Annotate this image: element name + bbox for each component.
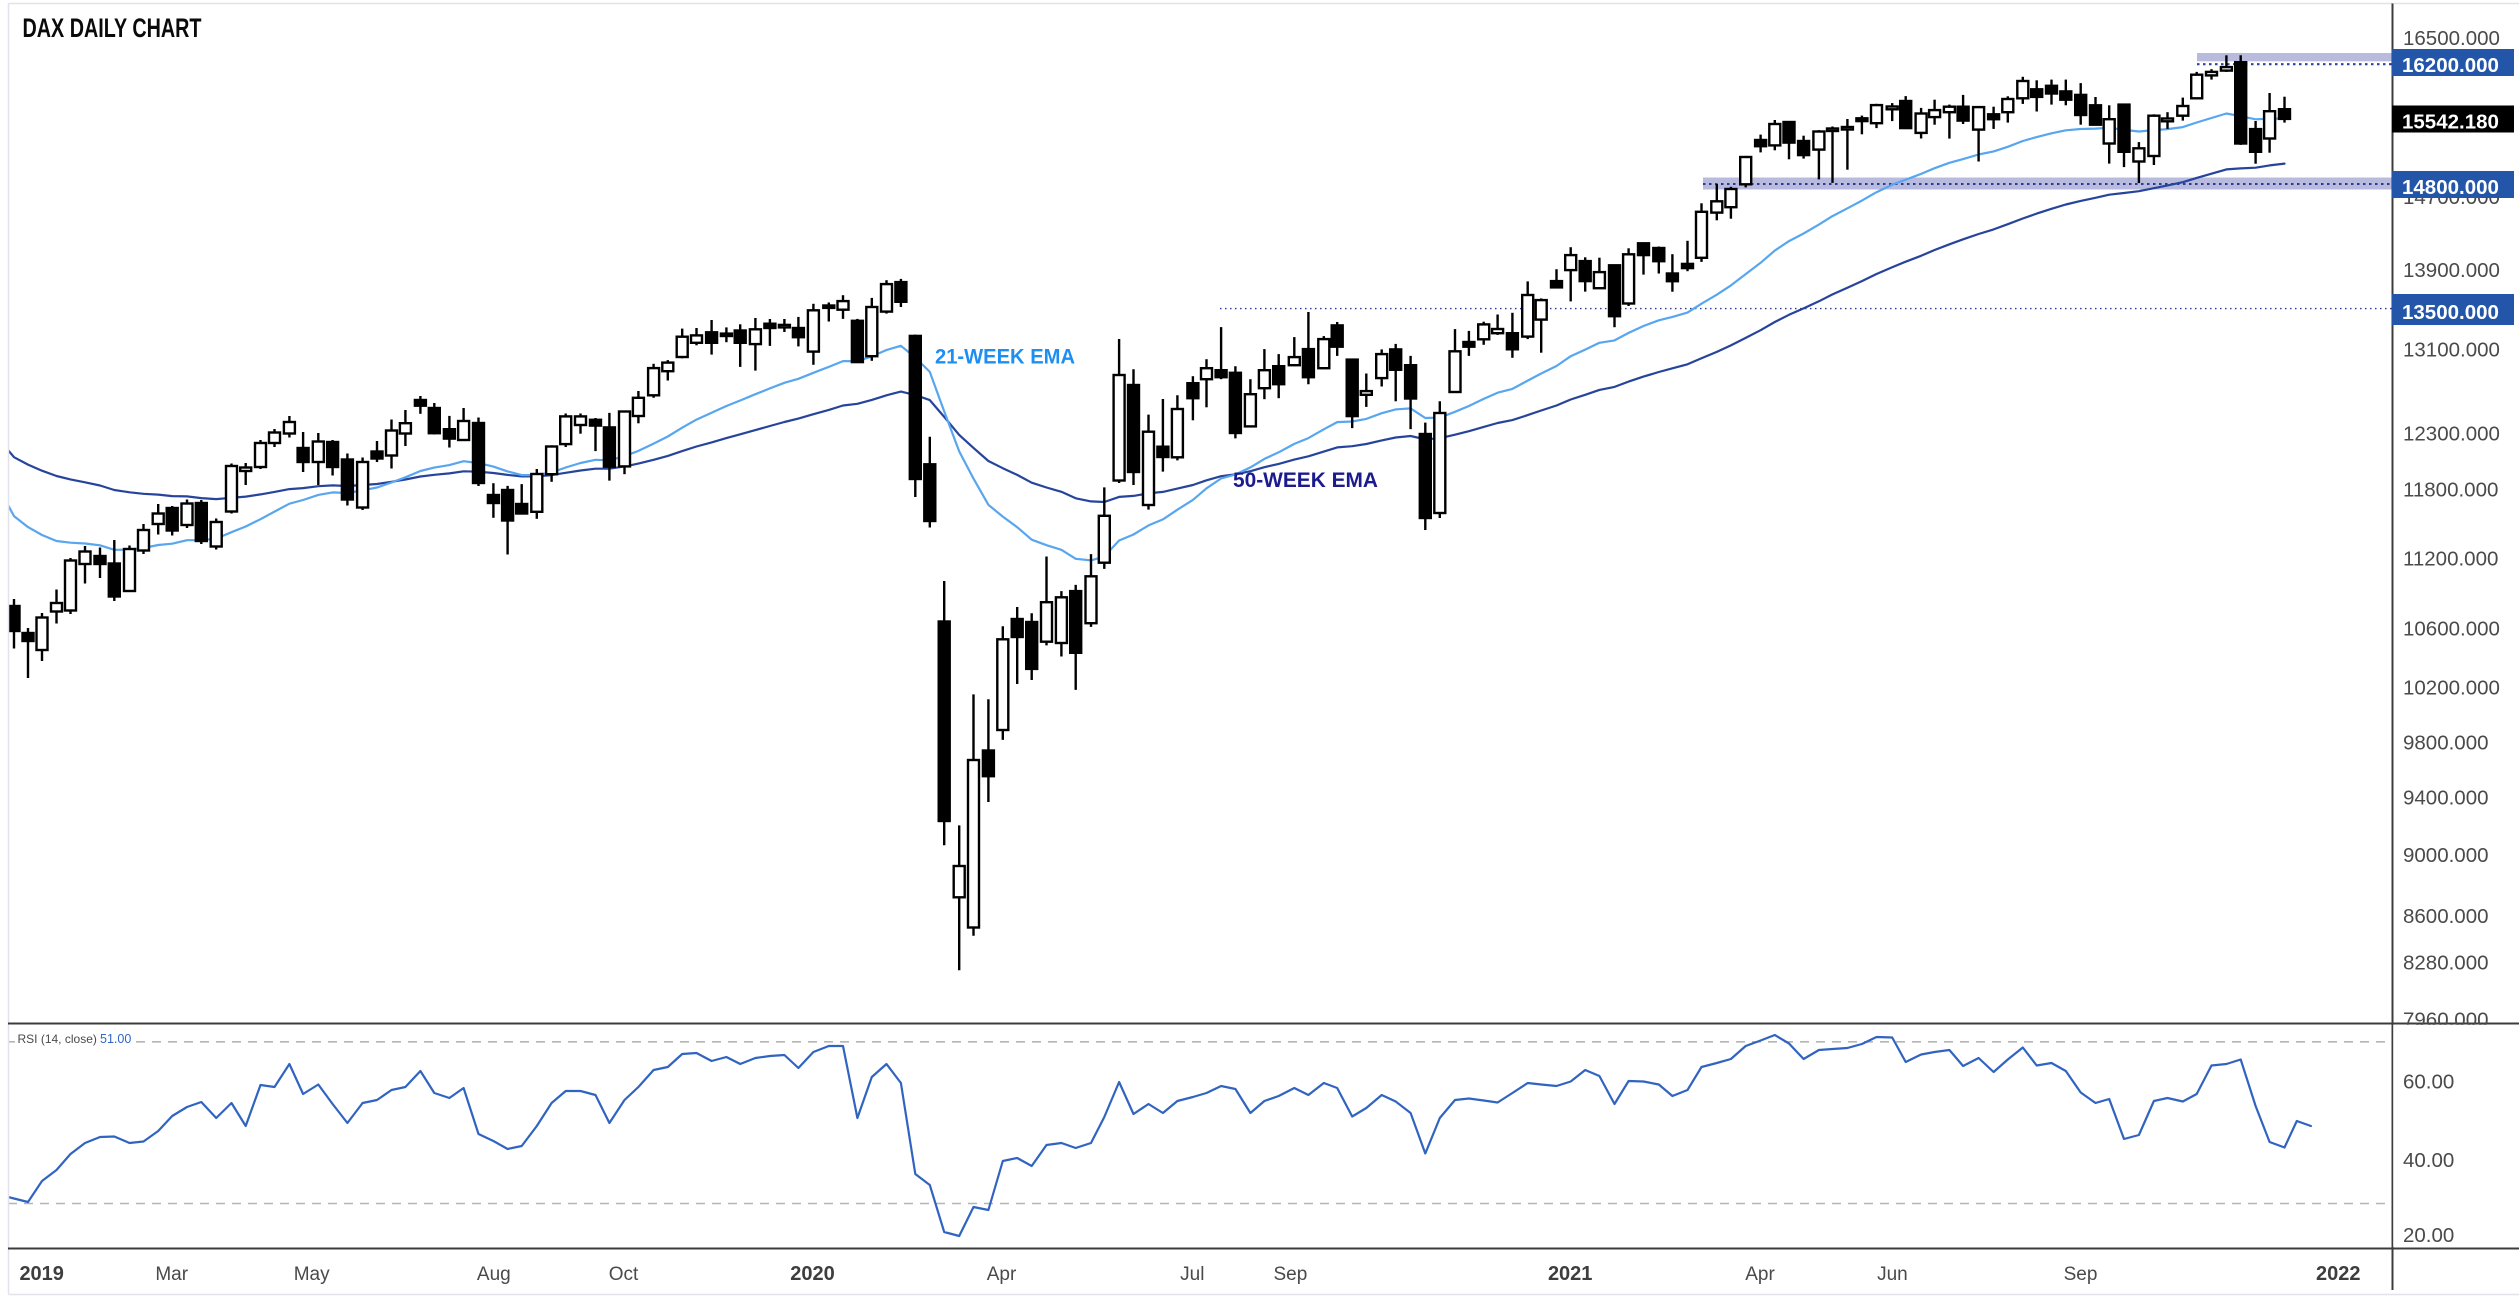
svg-text:10200.000: 10200.000 [2403,677,2500,700]
svg-text:2019: 2019 [19,1263,64,1285]
svg-text:40.00: 40.00 [2403,1149,2454,1172]
svg-text:Aug: Aug [477,1264,511,1285]
svg-text:13900.000: 13900.000 [2403,259,2500,282]
svg-text:10600.000: 10600.000 [2403,618,2500,641]
svg-text:9400.000: 9400.000 [2403,786,2489,809]
svg-text:Jul: Jul [1180,1264,1204,1285]
svg-text:50-WEEK EMA: 50-WEEK EMA [1233,468,1378,492]
svg-text:DAX DAILY CHART: DAX DAILY CHART [23,13,202,43]
svg-text:2022: 2022 [2316,1263,2361,1285]
svg-text:Jun: Jun [1877,1264,1908,1285]
svg-text:Apr: Apr [1745,1264,1775,1285]
svg-text:16500.000: 16500.000 [2403,27,2500,50]
svg-text:11800.000: 11800.000 [2403,479,2498,502]
svg-text:Oct: Oct [609,1264,639,1285]
svg-text:13500.000: 13500.000 [2402,301,2499,324]
svg-text:May: May [294,1264,330,1285]
svg-text:11200.000: 11200.000 [2403,548,2498,571]
svg-text:51.00: 51.00 [100,1032,131,1046]
svg-text:RSI (14, close): RSI (14, close) [18,1032,97,1046]
svg-text:16200.000: 16200.000 [2402,54,2499,77]
svg-text:8280.000: 8280.000 [2403,951,2489,974]
svg-text:Sep: Sep [2064,1264,2098,1285]
svg-text:Sep: Sep [1273,1264,1307,1285]
svg-text:9800.000: 9800.000 [2403,731,2489,754]
svg-text:15542.180: 15542.180 [2402,111,2499,134]
svg-text:13100.000: 13100.000 [2403,339,2500,362]
svg-text:Mar: Mar [155,1264,188,1285]
svg-text:2021: 2021 [1548,1263,1593,1285]
svg-text:14800.000: 14800.000 [2402,176,2499,199]
svg-text:21-WEEK EMA: 21-WEEK EMA [935,345,1075,369]
svg-text:20.00: 20.00 [2403,1224,2454,1247]
svg-text:8600.000: 8600.000 [2403,905,2489,928]
svg-text:2020: 2020 [790,1263,835,1285]
svg-text:60.00: 60.00 [2403,1071,2454,1094]
svg-text:Apr: Apr [987,1264,1017,1285]
svg-text:12300.000: 12300.000 [2403,423,2500,446]
svg-text:9000.000: 9000.000 [2403,844,2489,867]
